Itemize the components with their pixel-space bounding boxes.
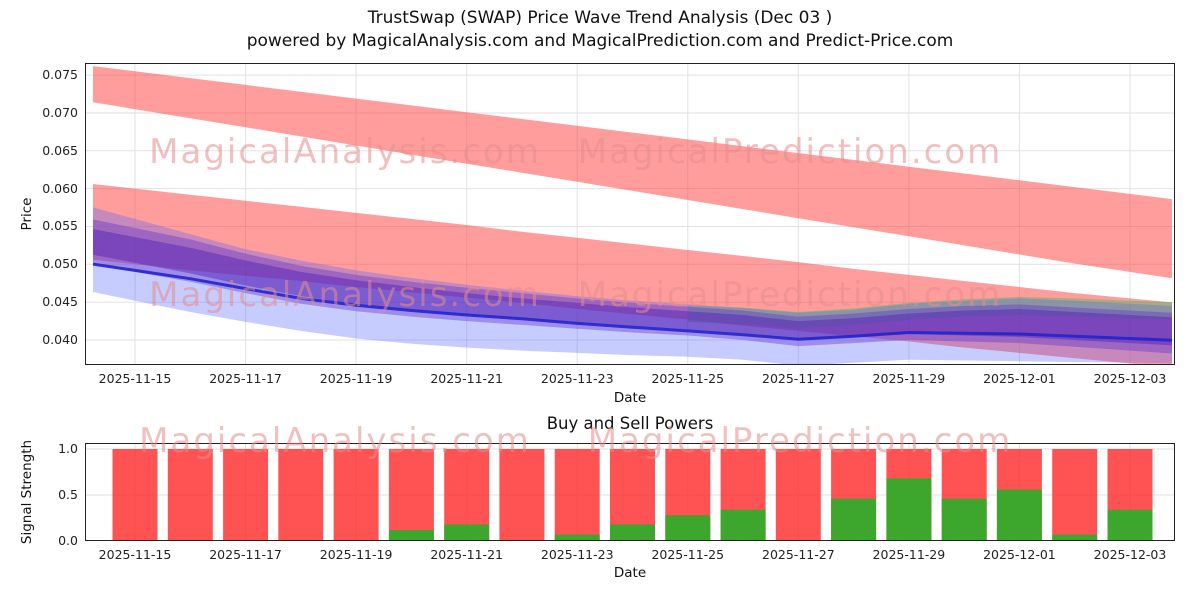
- sell-bar: [112, 449, 158, 541]
- sell-bar: [1052, 449, 1098, 541]
- price-ytick-label: 0.040: [42, 332, 78, 348]
- signal-xaxis-label: Date: [613, 565, 647, 581]
- signal-xtick-label: 2025-11-17: [209, 547, 282, 562]
- price-xaxis-label: Date: [613, 390, 647, 406]
- figure-subtitle: powered by MagicalAnalysis.com and Magic…: [246, 31, 954, 51]
- signal-xtick-label: 2025-11-15: [98, 547, 172, 562]
- price-ytick-label: 0.050: [42, 256, 78, 272]
- buy-bar: [720, 509, 766, 541]
- price-xtick-label: 2025-11-19: [319, 371, 393, 386]
- figure-title: TrustSwap (SWAP) Price Wave Trend Analys…: [367, 8, 833, 28]
- buy-bar: [1052, 534, 1098, 541]
- sell-bar: [167, 449, 213, 541]
- price-xtick-label: 2025-11-23: [540, 371, 614, 386]
- price-ytick-label: 0.045: [42, 294, 78, 310]
- signal-chart-title: Buy and Sell Powers: [546, 414, 714, 433]
- signal-xtick-label: 2025-12-03: [1093, 547, 1167, 562]
- sell-bar: [554, 449, 600, 541]
- price-ytick-label: 0.060: [42, 180, 78, 196]
- buy-bar: [886, 478, 932, 541]
- price-ytick-label: 0.075: [42, 67, 78, 83]
- upper-forecast-band: [93, 66, 1172, 279]
- signal-ytick-label: 0.0: [58, 533, 78, 548]
- buy-bar: [610, 524, 655, 541]
- price-wave-chart: [85, 63, 1175, 365]
- signal-ytick-label: 0.5: [58, 486, 78, 502]
- buy-bar: [831, 498, 877, 541]
- price-xtick-label: 2025-12-01: [983, 371, 1056, 386]
- signal-ytick-label: 1.0: [58, 440, 78, 456]
- buy-bar: [941, 498, 987, 541]
- inner-wave-band: [93, 219, 1172, 354]
- sell-bar: [278, 449, 324, 541]
- signal-xtick-label: 2025-12-01: [983, 547, 1056, 562]
- signal-axis-label: Signal Strength: [19, 439, 35, 545]
- core-wave-band: [93, 229, 1172, 346]
- price-xtick-label: 2025-11-15: [98, 371, 172, 386]
- signal-xtick-label: 2025-11-25: [651, 547, 725, 562]
- price-xtick-label: 2025-11-17: [209, 371, 282, 386]
- buy-bar: [388, 530, 434, 541]
- signal-xtick-label: 2025-11-23: [540, 547, 614, 562]
- buy-bar: [554, 534, 600, 541]
- sell-bar: [775, 449, 821, 541]
- signal-xtick-label: 2025-11-19: [319, 547, 393, 562]
- price-xtick-label: 2025-11-21: [430, 371, 503, 386]
- outer-wave-band: [93, 207, 1172, 365]
- buy-bar: [444, 524, 490, 541]
- price-xtick-label: 2025-12-03: [1093, 371, 1167, 386]
- sell-bar: [388, 449, 434, 541]
- sell-bar: [333, 449, 379, 541]
- price-ytick-label: 0.070: [42, 104, 78, 120]
- green-wave-band: [687, 296, 1172, 329]
- price-line: [92, 262, 1173, 342]
- price-ytick-label: 0.055: [42, 218, 78, 234]
- sell-bar: [499, 449, 545, 541]
- signal-xtick-label: 2025-11-29: [872, 547, 946, 562]
- sell-bar: [223, 449, 269, 541]
- buy-sell-bar-chart: [85, 443, 1175, 541]
- price-xtick-label: 2025-11-27: [762, 371, 835, 386]
- buy-bar: [1107, 509, 1153, 541]
- price-xtick-label: 2025-11-25: [651, 371, 725, 386]
- signal-xtick-label: 2025-11-21: [430, 547, 503, 562]
- buy-bar: [996, 489, 1042, 541]
- price-xtick-label: 2025-11-29: [872, 371, 946, 386]
- signal-xtick-label: 2025-11-27: [762, 547, 835, 562]
- price-ytick-label: 0.065: [42, 142, 78, 158]
- buy-bar: [665, 515, 711, 541]
